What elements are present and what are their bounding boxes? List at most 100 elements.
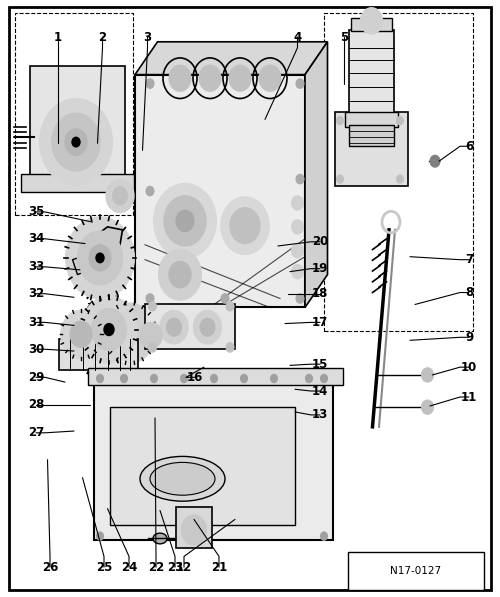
Text: 34: 34 — [28, 232, 44, 245]
Circle shape — [396, 175, 404, 183]
Bar — [145, 304, 235, 349]
Circle shape — [422, 400, 434, 414]
Circle shape — [270, 374, 278, 383]
Polygon shape — [88, 227, 122, 245]
Text: 25: 25 — [96, 561, 112, 574]
Circle shape — [164, 196, 206, 246]
Text: N17-0127: N17-0127 — [390, 566, 442, 576]
Circle shape — [176, 210, 194, 232]
Bar — [110, 407, 295, 525]
Text: 23: 23 — [167, 561, 183, 574]
Text: 14: 14 — [312, 384, 328, 398]
Circle shape — [146, 79, 154, 88]
Text: 3: 3 — [144, 30, 152, 44]
Circle shape — [105, 303, 155, 363]
Bar — [349, 30, 394, 113]
Bar — [88, 368, 342, 385]
Text: 16: 16 — [187, 371, 203, 384]
Circle shape — [306, 374, 312, 383]
Text: 9: 9 — [465, 331, 473, 344]
Text: 6: 6 — [465, 140, 473, 153]
Ellipse shape — [150, 462, 215, 496]
Circle shape — [159, 250, 201, 300]
Bar — [176, 507, 212, 548]
Text: 32: 32 — [28, 287, 44, 300]
Circle shape — [166, 318, 182, 336]
Circle shape — [240, 374, 248, 383]
Text: 12: 12 — [176, 561, 192, 574]
Text: 15: 15 — [312, 358, 328, 371]
Text: 20: 20 — [312, 235, 328, 248]
Circle shape — [169, 261, 191, 288]
Ellipse shape — [153, 533, 167, 544]
Polygon shape — [305, 42, 328, 307]
Bar — [345, 112, 398, 127]
Circle shape — [336, 116, 344, 125]
Bar — [135, 75, 305, 307]
Circle shape — [194, 310, 222, 344]
Circle shape — [148, 301, 156, 311]
Circle shape — [104, 324, 114, 336]
Circle shape — [146, 186, 154, 196]
Text: 27: 27 — [28, 426, 44, 439]
Text: 24: 24 — [121, 561, 137, 574]
Text: 11: 11 — [461, 390, 477, 404]
Text: 5: 5 — [340, 30, 348, 44]
Circle shape — [296, 294, 304, 303]
Circle shape — [210, 374, 218, 383]
Text: 31: 31 — [28, 316, 44, 329]
Text: 1: 1 — [54, 30, 62, 44]
Circle shape — [180, 374, 188, 383]
Circle shape — [40, 99, 112, 185]
Circle shape — [146, 294, 154, 303]
Circle shape — [229, 65, 251, 91]
Bar — [59, 339, 138, 370]
Text: 2: 2 — [98, 30, 106, 44]
Circle shape — [396, 116, 404, 125]
Text: 7: 7 — [465, 253, 473, 266]
Circle shape — [199, 65, 221, 91]
Text: 22: 22 — [148, 561, 164, 574]
Circle shape — [96, 532, 103, 540]
Circle shape — [226, 343, 234, 352]
Circle shape — [61, 310, 101, 358]
Text: 28: 28 — [28, 398, 44, 411]
Circle shape — [112, 187, 128, 205]
Circle shape — [221, 197, 269, 254]
Text: 35: 35 — [28, 205, 44, 219]
Circle shape — [120, 374, 128, 383]
Circle shape — [169, 65, 191, 91]
Circle shape — [72, 137, 80, 147]
Bar — [30, 66, 125, 185]
Circle shape — [296, 174, 304, 184]
Circle shape — [70, 321, 92, 347]
Text: 29: 29 — [28, 371, 44, 384]
Text: 4: 4 — [294, 30, 302, 44]
Text: 30: 30 — [28, 343, 44, 356]
Text: 26: 26 — [42, 561, 58, 574]
Circle shape — [320, 532, 328, 540]
Bar — [21, 174, 134, 192]
Circle shape — [292, 220, 304, 234]
Circle shape — [292, 196, 304, 210]
Text: 18: 18 — [312, 287, 328, 300]
Circle shape — [154, 184, 216, 258]
Polygon shape — [135, 42, 328, 75]
Circle shape — [89, 245, 111, 271]
Circle shape — [66, 217, 134, 298]
Bar — [348, 552, 484, 590]
Circle shape — [78, 231, 122, 285]
Circle shape — [65, 129, 87, 155]
Circle shape — [52, 113, 100, 171]
Ellipse shape — [140, 456, 225, 501]
Text: 13: 13 — [312, 408, 328, 421]
Circle shape — [360, 8, 382, 34]
Circle shape — [200, 318, 215, 336]
Circle shape — [106, 179, 134, 213]
Bar — [335, 112, 407, 186]
Text: 17: 17 — [312, 316, 328, 329]
Text: 8: 8 — [465, 286, 473, 299]
Circle shape — [320, 374, 328, 383]
Text: 10: 10 — [461, 361, 477, 374]
Circle shape — [82, 297, 136, 362]
